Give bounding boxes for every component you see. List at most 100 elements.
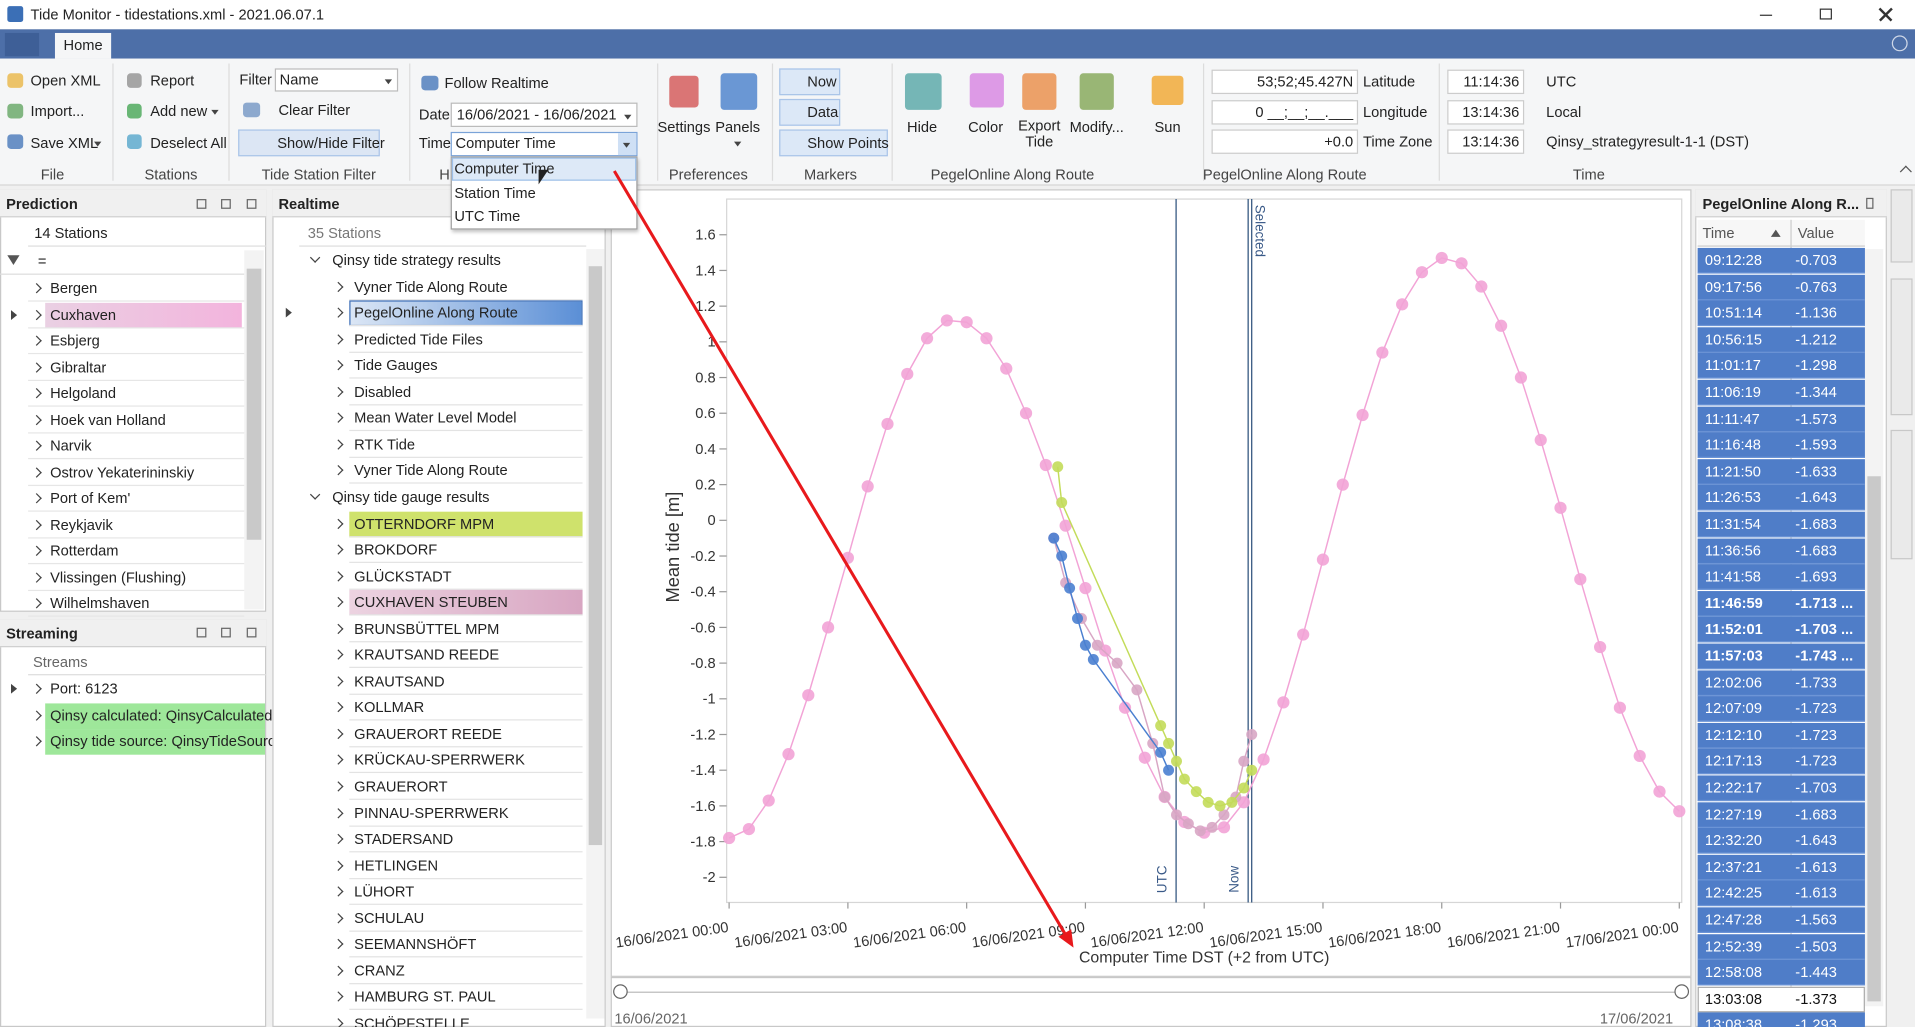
table-cell[interactable]: -0.703	[1795, 250, 1837, 270]
table-cell[interactable]: -1.293	[1795, 1015, 1837, 1027]
dropdown-arrow[interactable]	[624, 115, 631, 120]
table-cell[interactable]: 11:52:01	[1705, 620, 1763, 640]
table-cell[interactable]: 12:47:28	[1705, 910, 1762, 930]
table-cell[interactable]: -1.573	[1795, 409, 1837, 429]
table-cell[interactable]: -1.613	[1795, 883, 1837, 903]
panel-control[interactable]	[221, 199, 231, 209]
station-row[interactable]: Esbjerg	[50, 331, 100, 351]
station-row[interactable]: Bergen	[50, 278, 97, 298]
ribbon-button[interactable]: Show Points	[807, 133, 888, 153]
station-row[interactable]: Wilhelmshaven	[50, 594, 149, 614]
stream-row[interactable]: Qinsy calculated: QinsyCalculated	[50, 705, 272, 725]
dropdown-arrow[interactable]	[734, 142, 741, 147]
table-cell[interactable]: 11:11:47	[1705, 409, 1760, 429]
ribbon-button[interactable]: Color	[968, 117, 1003, 137]
ribbon-button[interactable]: Data	[807, 103, 838, 123]
table-cell[interactable]: -1.136	[1795, 303, 1837, 323]
station-row[interactable]: Ostrov Yekaterininskiy	[50, 462, 194, 482]
station-row[interactable]: Gibraltar	[50, 357, 106, 377]
ribbon-button[interactable]: Clear Filter	[278, 100, 350, 120]
station-row[interactable]: Helgoland	[50, 383, 116, 403]
table-cell[interactable]: -1.683	[1795, 540, 1837, 560]
tree-item[interactable]: BROKDORF	[354, 540, 437, 560]
tree-item[interactable]: GLÜCKSTADT	[354, 566, 451, 586]
table-cell[interactable]: 11:41:58	[1705, 567, 1761, 587]
table-cell[interactable]: -1.503	[1795, 936, 1837, 956]
stream-row[interactable]: Qinsy tide source: QinsyTideSource	[50, 731, 283, 751]
panel-control[interactable]	[247, 199, 257, 209]
tree-item[interactable]: KOLLMAR	[354, 698, 424, 718]
ribbon-button[interactable]: Deselect All	[150, 133, 227, 153]
ribbon-button[interactable]: Open XML	[31, 71, 101, 91]
table-cell[interactable]: -1.693	[1795, 567, 1837, 587]
station-row[interactable]: Cuxhaven	[50, 305, 116, 325]
table-cell[interactable]: -1.733	[1795, 672, 1837, 692]
tree-group[interactable]: Qinsy tide strategy results	[332, 250, 501, 270]
table-cell[interactable]: -1.723	[1795, 699, 1837, 719]
stream-row[interactable]: Port: 6123	[50, 679, 118, 699]
table-cell[interactable]: 12:12:10	[1705, 725, 1762, 745]
ribbon-button[interactable]: Modify...	[1070, 117, 1124, 137]
pin-button[interactable]	[1866, 198, 1873, 209]
table-cell[interactable]: 11:31:54	[1705, 514, 1761, 534]
ribbon-button[interactable]: Show/Hide Filter	[277, 133, 385, 153]
tree-item[interactable]: Disabled	[354, 382, 411, 402]
column-header-label[interactable]: Value	[1798, 223, 1834, 243]
table-cell[interactable]: 12:22:17	[1705, 778, 1762, 798]
ribbon-button[interactable]: Settings	[657, 117, 710, 137]
tree-item[interactable]: RTK Tide	[354, 435, 415, 455]
panel-control[interactable]	[197, 628, 207, 638]
ribbon-button[interactable]: Import...	[31, 101, 85, 121]
table-cell[interactable]: 09:17:56	[1705, 277, 1762, 297]
input-value[interactable]: +0.0	[1324, 132, 1353, 152]
tree-item[interactable]: HAMBURG ST. PAUL	[354, 987, 495, 1007]
tree-item[interactable]: GRAUERORT	[354, 777, 447, 797]
table-cell[interactable]: -1.613	[1795, 857, 1837, 877]
restore-button[interactable]	[1820, 9, 1832, 20]
table-cell[interactable]: 09:12:28	[1705, 250, 1762, 270]
table-cell[interactable]: -1.643	[1795, 488, 1837, 508]
table-cell[interactable]: -1.743 ...	[1795, 646, 1853, 666]
column-header-label[interactable]: Time	[1702, 223, 1734, 243]
table-cell[interactable]: -1.633	[1795, 461, 1837, 481]
tree-item[interactable]: Tide Gauges	[354, 356, 437, 376]
ribbon-button[interactable]: Follow Realtime	[445, 73, 549, 93]
tree-item[interactable]: STADERSAND	[354, 829, 453, 849]
input-value[interactable]: 13:14:36	[1462, 132, 1519, 152]
input-value[interactable]: 0 __;__;__.___	[1255, 103, 1353, 123]
side-tab[interactable]	[1891, 278, 1913, 415]
ribbon-button[interactable]: Save XML	[31, 133, 99, 153]
table-cell[interactable]: -1.443	[1795, 963, 1837, 983]
scroll-thumb[interactable]	[247, 269, 262, 540]
tree-item[interactable]: PINNAU-SPERRWERK	[354, 803, 508, 823]
station-row[interactable]: Rotterdam	[50, 541, 118, 561]
ribbon-button[interactable]: Add new	[150, 101, 207, 121]
dropdown-option[interactable]: Station Time	[454, 183, 535, 203]
table-cell[interactable]: -0.763	[1795, 277, 1837, 297]
panel-control[interactable]	[197, 199, 207, 209]
table-cell[interactable]: -1.723	[1795, 725, 1837, 745]
table-cell[interactable]: 11:46:59	[1705, 593, 1763, 613]
station-row[interactable]: Hoek van Holland	[50, 410, 166, 430]
table-cell[interactable]: -1.703	[1795, 778, 1837, 798]
table-cell[interactable]: -1.563	[1795, 910, 1837, 930]
ribbon-button[interactable]: Sun	[1155, 117, 1181, 137]
dropdown-arrow[interactable]	[211, 110, 218, 115]
ribbon-button[interactable]: Export Tide	[1012, 118, 1066, 150]
dropdown-arrow[interactable]	[385, 79, 392, 84]
tree-item[interactable]: Vyner Tide Along Route	[354, 277, 507, 297]
station-row[interactable]: Narvik	[50, 436, 92, 456]
tree-item[interactable]: CRANZ	[354, 961, 404, 981]
input-value[interactable]: 13:14:36	[1462, 103, 1519, 123]
station-row[interactable]: Port of Kem'	[50, 488, 130, 508]
panel-control[interactable]	[221, 628, 231, 638]
tree-item[interactable]: LÜHORT	[354, 882, 414, 902]
table-cell[interactable]: 12:07:09	[1705, 699, 1762, 719]
table-cell[interactable]: -1.593	[1795, 435, 1837, 455]
table-cell[interactable]: 13:03:08	[1705, 989, 1762, 1009]
ribbon-button[interactable]: Now	[807, 72, 836, 92]
tree-group[interactable]: Qinsy tide gauge results	[332, 487, 489, 507]
tree-item[interactable]: KRÜCKAU-SPERRWERK	[354, 750, 525, 770]
minimize-button[interactable]	[1760, 15, 1772, 16]
help-button[interactable]	[1892, 35, 1908, 51]
